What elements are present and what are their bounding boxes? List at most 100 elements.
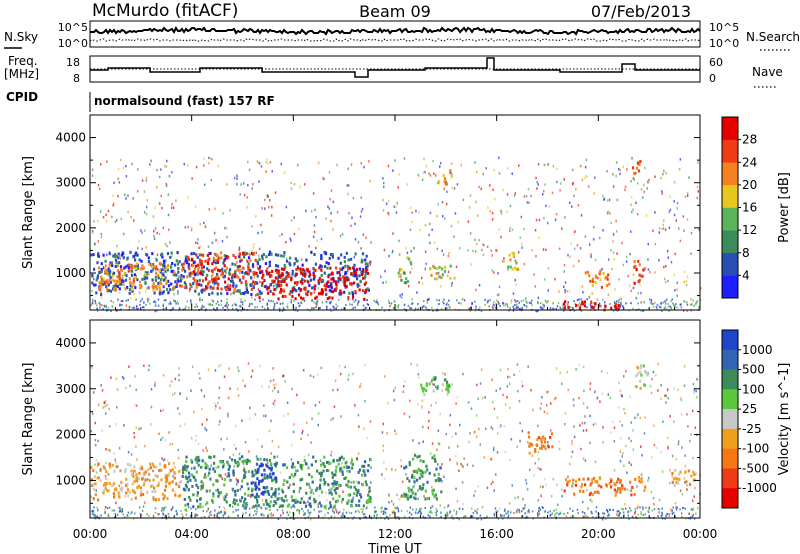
velocity-echo-cell xyxy=(419,459,422,463)
power-echo-cell xyxy=(282,294,285,298)
velocity-echo-cell xyxy=(335,487,338,490)
power-echo-cell xyxy=(160,278,163,282)
velocity-speckle xyxy=(521,380,523,383)
velocity-echo-cell xyxy=(677,481,680,485)
power-near-range-echo xyxy=(517,306,519,309)
velocity-speckle xyxy=(94,463,96,466)
power-speckle xyxy=(570,242,573,245)
power-speckle xyxy=(685,283,688,287)
power-speckle xyxy=(535,255,537,258)
velocity-speckle xyxy=(292,475,295,478)
power-echo-cell xyxy=(360,260,363,264)
power-near-range-echo xyxy=(234,303,236,306)
velocity-speckle xyxy=(602,441,604,444)
power-echo-cell xyxy=(206,253,209,257)
power-echo-cell xyxy=(166,264,170,268)
velocity-speckle xyxy=(533,474,535,477)
velocity-echo-cell xyxy=(573,492,576,496)
velocity-speckle xyxy=(496,451,499,454)
velocity-speckle xyxy=(397,507,399,511)
velocity-near-range-echo xyxy=(348,511,351,514)
velocity-echo-cell xyxy=(608,481,611,485)
power-speckle xyxy=(138,240,140,243)
velocity-near-range-echo xyxy=(587,507,589,510)
velocity-echo-cell xyxy=(197,455,200,459)
power-colorbar-swatch xyxy=(722,252,738,276)
velocity-speckle xyxy=(580,447,582,451)
power-speckle xyxy=(99,303,101,306)
power-echo-cell xyxy=(113,287,116,291)
power-speckle xyxy=(469,232,472,235)
power-near-range-echo xyxy=(412,302,414,305)
velocity-echo-cell xyxy=(257,495,260,499)
power-speckle xyxy=(370,241,372,244)
power-echo-cell xyxy=(304,288,307,292)
power-echo-cell xyxy=(160,281,163,285)
power-echo-cell xyxy=(314,296,317,300)
power-speckle xyxy=(552,165,555,168)
power-speckle xyxy=(241,301,244,304)
power-echo-cell xyxy=(615,302,618,306)
velocity-speckle xyxy=(644,416,646,419)
velocity-speckle xyxy=(584,514,587,517)
velocity-speckle xyxy=(634,512,636,515)
velocity-echo-cell xyxy=(215,479,218,482)
power-speckle xyxy=(107,209,110,213)
power-speckle xyxy=(382,281,384,284)
power-echo-cell xyxy=(201,269,204,273)
power-near-range-echo xyxy=(670,307,672,310)
velocity-speckle xyxy=(594,390,596,394)
velocity-speckle xyxy=(284,380,286,383)
velocity-speckle xyxy=(537,424,539,428)
power-speckle xyxy=(290,187,293,190)
freq-right-tick-bottom: 0 xyxy=(709,72,716,85)
velocity-speckle xyxy=(517,389,519,393)
power-echo-cell xyxy=(308,273,312,277)
power-near-range-echo xyxy=(530,302,532,304)
velocity-speckle xyxy=(469,432,471,435)
power-speckle xyxy=(320,289,322,292)
velocity-speckle xyxy=(143,501,146,504)
velocity-speckle xyxy=(665,394,667,397)
power-near-range-echo xyxy=(564,304,566,307)
velocity-echo-cell xyxy=(136,479,139,483)
power-echo-cell xyxy=(117,280,120,284)
velocity-echo-cell xyxy=(234,502,237,506)
power-near-range-echo xyxy=(474,300,476,303)
velocity-echo-cell xyxy=(273,463,276,466)
power-speckle xyxy=(610,221,612,224)
power-echo-cell xyxy=(400,278,403,282)
velocity-echo-cell xyxy=(270,466,273,470)
velocity-near-range-echo xyxy=(189,514,192,517)
velocity-near-range-echo xyxy=(659,508,661,511)
velocity-near-range-echo xyxy=(301,507,303,510)
velocity-speckle xyxy=(516,363,519,366)
power-near-range-echo xyxy=(432,309,434,312)
velocity-echo-cell xyxy=(186,465,189,469)
power-near-range-echo xyxy=(175,302,177,305)
power-y-tick-label: 3000 xyxy=(55,176,86,190)
power-speckle xyxy=(544,278,546,281)
power-near-range-echo xyxy=(421,306,423,309)
power-near-range-echo xyxy=(311,307,313,310)
power-speckle xyxy=(448,251,450,255)
velocity-echo-cell xyxy=(280,496,283,500)
power-speckle xyxy=(429,211,432,215)
power-echo-cell xyxy=(358,288,361,292)
velocity-speckle xyxy=(178,412,181,416)
velocity-near-range-echo xyxy=(158,513,160,516)
velocity-echo-cell xyxy=(335,465,338,469)
velocity-speckle xyxy=(540,468,543,471)
power-speckle xyxy=(699,287,702,290)
velocity-echo-cell xyxy=(290,473,293,477)
power-speckle xyxy=(279,235,281,238)
power-speckle xyxy=(683,229,685,232)
power-near-range-echo xyxy=(149,302,151,305)
velocity-speckle xyxy=(572,398,575,401)
velocity-echo-cell xyxy=(297,461,300,464)
power-speckle xyxy=(253,243,255,246)
power-echo-cell xyxy=(276,277,279,281)
velocity-speckle xyxy=(172,475,174,478)
velocity-speckle xyxy=(242,462,245,465)
power-echo-cell xyxy=(180,274,183,278)
